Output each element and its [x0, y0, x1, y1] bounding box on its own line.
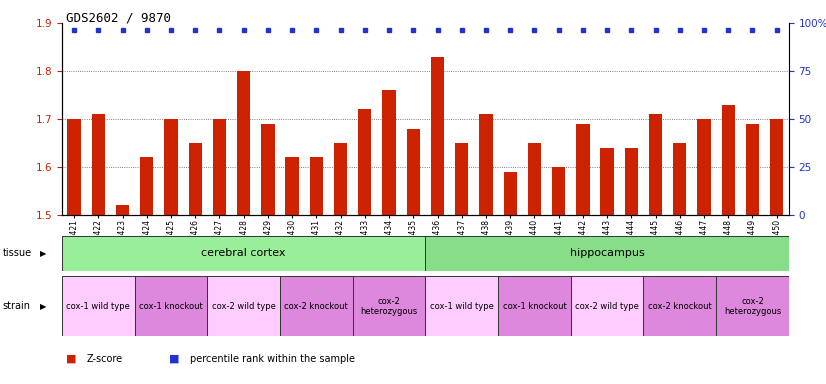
Bar — [552, 167, 565, 215]
Bar — [746, 124, 759, 215]
Text: cox-1 knockout: cox-1 knockout — [139, 302, 203, 311]
Text: ▶: ▶ — [40, 302, 46, 311]
Bar — [697, 119, 710, 215]
Bar — [68, 119, 81, 215]
Bar — [673, 143, 686, 215]
Bar — [649, 114, 662, 215]
Text: cox-1 knockout: cox-1 knockout — [502, 302, 567, 311]
Bar — [310, 157, 323, 215]
Text: cox-2
heterozygous: cox-2 heterozygous — [724, 296, 781, 316]
Text: cox-2 knockout: cox-2 knockout — [284, 302, 349, 311]
Bar — [716, 276, 789, 336]
Bar — [140, 157, 154, 215]
Text: cerebral cortex: cerebral cortex — [202, 248, 286, 258]
Text: cox-1 wild type: cox-1 wild type — [430, 302, 494, 311]
Text: cox-2 wild type: cox-2 wild type — [211, 302, 276, 311]
Bar — [334, 143, 347, 215]
Text: GDS2602 / 9870: GDS2602 / 9870 — [66, 12, 171, 25]
Text: strain: strain — [2, 301, 31, 311]
Bar — [358, 109, 372, 215]
Bar — [207, 276, 280, 336]
Bar — [135, 276, 207, 336]
Bar — [213, 119, 226, 215]
Bar — [722, 105, 735, 215]
Bar — [571, 276, 643, 336]
Bar — [601, 148, 614, 215]
Bar — [577, 124, 590, 215]
Bar — [406, 129, 420, 215]
Bar — [116, 205, 129, 215]
Text: tissue: tissue — [2, 248, 31, 258]
Text: cox-2 wild type: cox-2 wild type — [575, 302, 639, 311]
Bar — [286, 157, 299, 215]
Bar — [188, 143, 202, 215]
Bar — [62, 276, 135, 336]
Bar — [237, 71, 250, 215]
Bar — [479, 114, 492, 215]
Bar — [425, 276, 498, 336]
Bar — [431, 57, 444, 215]
Bar — [280, 276, 353, 336]
Bar — [164, 119, 178, 215]
Text: ▶: ▶ — [40, 249, 46, 258]
Bar — [504, 172, 517, 215]
Bar — [261, 124, 274, 215]
Bar — [62, 236, 425, 271]
Text: percentile rank within the sample: percentile rank within the sample — [190, 354, 355, 364]
Bar — [353, 276, 425, 336]
Bar — [382, 90, 396, 215]
Bar — [455, 143, 468, 215]
Text: cox-2 knockout: cox-2 knockout — [648, 302, 712, 311]
Bar — [528, 143, 541, 215]
Text: ■: ■ — [66, 354, 77, 364]
Text: hippocampus: hippocampus — [570, 248, 644, 258]
Bar — [425, 236, 789, 271]
Bar — [624, 148, 638, 215]
Bar — [92, 114, 105, 215]
Text: cox-2
heterozygous: cox-2 heterozygous — [360, 296, 418, 316]
Text: ■: ■ — [169, 354, 180, 364]
Text: cox-1 wild type: cox-1 wild type — [66, 302, 131, 311]
Bar — [770, 119, 783, 215]
Text: Z-score: Z-score — [87, 354, 123, 364]
Bar — [643, 276, 716, 336]
Bar — [498, 276, 571, 336]
